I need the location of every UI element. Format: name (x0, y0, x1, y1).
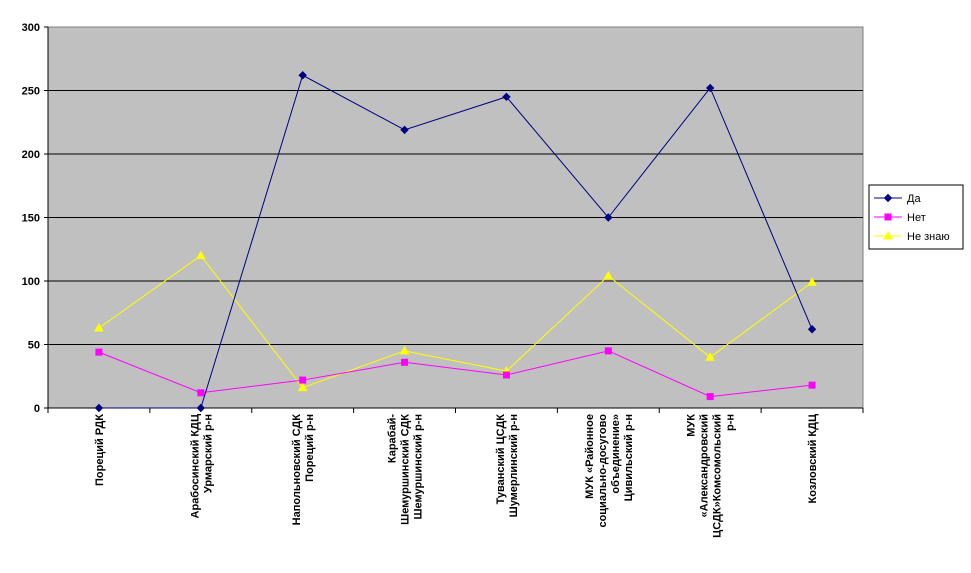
y-tick-label: 250 (22, 86, 40, 98)
y-tick-label: 100 (22, 276, 40, 288)
y-axis: 0 50 100 150 200 250 300 (22, 22, 49, 415)
x-tick-label-line: МУК «Районное (584, 414, 596, 499)
x-tick-label-line: «Александровский (699, 414, 711, 517)
x-tick-label-line: МУК (686, 414, 698, 437)
x-tick-label-line: Цивильский р-н (623, 414, 635, 501)
data-point (604, 213, 613, 222)
data-point (94, 322, 104, 332)
x-tick-label-line: р-н (725, 414, 737, 431)
series-line (98, 254, 813, 389)
x-tick-label-line: объединение» (610, 414, 622, 494)
x-axis: Пореций РДК Арабосинский КДЦ Урмарский р-н… (47, 407, 864, 538)
data-point (705, 352, 716, 361)
x-tick-label: Туванский ЦСДК Шумерлинский р-н (495, 414, 520, 518)
x-tick-label-line: Шемуршинский СДК (400, 414, 412, 525)
x-tick-label-line: Пореций РДК (94, 414, 106, 486)
data-point (195, 250, 206, 260)
x-tick-label-line: Шемуршинский р-н (413, 414, 425, 520)
data-point (807, 277, 817, 286)
x-tick-label-line: социально-досугово (597, 414, 609, 528)
data-point (95, 348, 103, 356)
series-0 (94, 71, 817, 413)
x-tick-label-line: Карабай- (387, 414, 399, 463)
y-tick-label: 200 (22, 149, 40, 161)
series-group (94, 71, 817, 413)
legend-label: Да (907, 193, 921, 205)
x-tick-label: МУК «Районное социально-досугово объединен… (584, 414, 635, 528)
series-line (98, 74, 813, 409)
x-tick-label-line: Туванский ЦСДК (495, 414, 507, 505)
data-point (808, 381, 816, 389)
series-1 (95, 347, 816, 401)
data-point (197, 389, 205, 397)
y-tick-label: 150 (22, 213, 40, 225)
data-point (298, 71, 307, 80)
legend: Да Нет Не знаю (868, 184, 964, 250)
data-point (94, 403, 104, 413)
data-point (400, 125, 409, 135)
y-tick-label: 300 (22, 22, 40, 34)
data-point (705, 83, 715, 93)
data-point (807, 325, 817, 334)
data-point (297, 382, 308, 392)
data-point (401, 358, 409, 366)
x-tick-label: Пореций РДК (94, 414, 106, 486)
legend-marker (883, 230, 893, 240)
data-point (196, 403, 206, 413)
legend-marker (884, 213, 892, 221)
x-tick-label: Арабосинский КДЦ Урмарский р-н (189, 414, 214, 518)
x-tick-label-line: Арабосинский КДЦ (189, 414, 201, 518)
x-tick-label-line: Шумерлинский р-н (508, 414, 520, 517)
x-tick-label-line: Напольновский СДК (291, 414, 303, 526)
x-tick-label-line: Урмарский р-н (202, 414, 214, 493)
x-tick-label: МУК «Александровский ЦСДК»Комсомольский р-н (686, 414, 737, 538)
data-point (399, 345, 410, 355)
x-tick-label-line: Козловский КДЦ (807, 414, 819, 503)
x-tick-label: Карабай- Шемуршинский СДК Шемуршинский р-н (387, 414, 425, 525)
series-line (98, 350, 813, 398)
legend-label: Нет (907, 212, 926, 224)
y-tick-label: 50 (28, 340, 40, 352)
x-tick-label: Напольновский СДК Пореций р-н (291, 414, 316, 526)
legend-marker (883, 193, 893, 203)
data-point (706, 393, 714, 401)
data-point (299, 376, 307, 384)
legend-label: Не знаю (907, 231, 950, 243)
data-point (604, 347, 612, 355)
x-tick-label-line: Пореций р-н (304, 414, 316, 482)
x-tick-label: Козловский КДЦ (807, 414, 819, 503)
data-point (603, 270, 614, 280)
data-point (502, 92, 511, 102)
y-tick-label: 0 (34, 403, 40, 415)
data-point (502, 371, 510, 379)
x-tick-label-line: ЦСДК»Комсомольский (712, 414, 724, 538)
